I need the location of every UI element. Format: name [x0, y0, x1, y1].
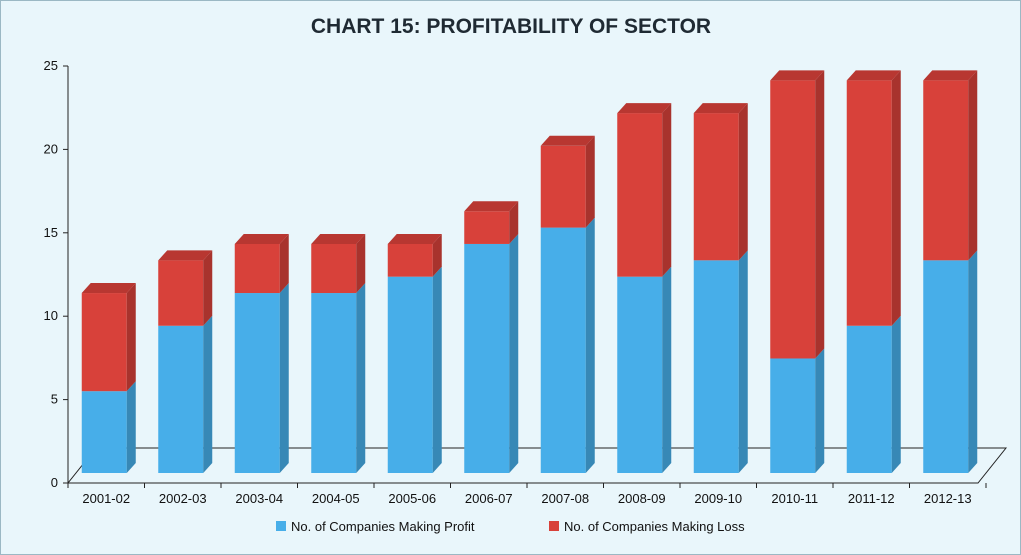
x-tick-label: 2002-03 — [159, 491, 207, 506]
bar-profit — [770, 358, 816, 473]
legend: No. of Companies Making Profit No. of Com… — [276, 519, 745, 534]
bar-side-profit — [738, 250, 748, 473]
bar-side-loss — [815, 70, 825, 359]
y-tick-label: 15 — [44, 225, 58, 240]
bar-loss — [617, 113, 663, 277]
bar-top-loss — [158, 250, 213, 261]
bar-side-loss — [509, 201, 519, 244]
bar-profit — [464, 243, 510, 473]
axes: 0 5 10 15 20 25 2001-02 2002-03 2003-04 2004-05 20… — [44, 58, 987, 506]
bar-loss — [846, 80, 892, 326]
bar-profit — [158, 325, 204, 473]
chart-title: CHART 15: PROFITABILITY OF SECTOR — [311, 15, 711, 38]
bar-side-loss — [432, 233, 442, 277]
bar-side-loss — [968, 70, 978, 261]
bar-profit — [387, 276, 433, 473]
bar-side-profit — [968, 250, 978, 473]
bar-loss — [387, 243, 433, 277]
bar-top-loss — [693, 103, 748, 114]
bar-loss — [923, 80, 969, 261]
x-tick-label: 2004-05 — [312, 491, 360, 506]
x-tick-label: 2003-04 — [235, 491, 283, 506]
bar-top-loss — [770, 70, 825, 81]
bar-side-profit — [126, 381, 136, 473]
bar-loss — [540, 145, 586, 228]
bar-top-loss — [81, 283, 136, 294]
bar-side-profit — [356, 283, 366, 473]
bar-side-profit — [279, 283, 289, 473]
y-tick-label: 20 — [44, 141, 58, 156]
x-tick-label: 2007-08 — [541, 491, 589, 506]
legend-label: No. of Companies Making Profit — [291, 519, 475, 534]
x-tick-label: 2008-09 — [618, 491, 666, 506]
bar-top-loss — [540, 135, 595, 146]
bar-profit — [693, 260, 739, 473]
x-tick-label: 2001-02 — [82, 491, 130, 506]
x-tick-label: 2006-07 — [465, 491, 513, 506]
bar-loss — [81, 293, 127, 392]
x-tick-label: 2012-13 — [924, 491, 972, 506]
bar-top-loss — [234, 233, 289, 244]
x-tick-label: 2011-12 — [848, 491, 895, 506]
bar-side-loss — [585, 135, 595, 228]
bar-loss — [770, 80, 816, 359]
bar-top-loss — [617, 103, 672, 114]
bar-loss — [234, 243, 280, 294]
legend-label: No. of Companies Making Loss — [564, 519, 745, 534]
legend-swatch — [549, 521, 559, 531]
bar-side-profit — [509, 233, 519, 473]
bar-loss — [464, 211, 510, 244]
bar-side-profit — [815, 348, 825, 473]
y-tick-label: 10 — [44, 308, 58, 323]
x-tick-label: 2009-10 — [694, 491, 742, 506]
bar-profit — [923, 260, 969, 473]
bar-profit — [311, 293, 357, 473]
bar-top-loss — [923, 70, 978, 81]
bar-loss — [311, 243, 357, 294]
bar-side-profit — [203, 315, 213, 473]
bar-side-loss — [279, 233, 289, 294]
bar-side-loss — [203, 250, 213, 326]
x-tick-label: 2010-11 — [771, 491, 818, 506]
bar-profit — [617, 276, 663, 473]
bar-side-loss — [891, 70, 901, 326]
bar-loss — [158, 260, 204, 326]
y-tick-label: 25 — [44, 58, 58, 73]
bars — [81, 70, 978, 473]
bar-loss — [693, 113, 739, 261]
bar-profit — [234, 293, 280, 473]
bar-top-loss — [846, 70, 901, 81]
bar-profit — [846, 325, 892, 473]
bar-side-loss — [662, 103, 672, 277]
y-tick-label: 5 — [51, 392, 58, 407]
bar-side-profit — [585, 217, 595, 473]
x-tick-label: 2005-06 — [388, 491, 436, 506]
legend-swatch — [276, 521, 286, 531]
bar-side-loss — [126, 283, 136, 392]
bar-profit — [540, 227, 586, 473]
bar-side-loss — [356, 233, 366, 294]
bar-top-loss — [464, 201, 519, 212]
bar-side-profit — [432, 266, 442, 473]
y-tick-label: 0 — [51, 475, 58, 490]
bar-side-profit — [662, 266, 672, 473]
bar-side-profit — [891, 315, 901, 473]
bar-side-loss — [738, 103, 748, 261]
bar-top-loss — [387, 233, 442, 244]
bar-profit — [81, 391, 127, 473]
bar-top-loss — [311, 233, 366, 244]
